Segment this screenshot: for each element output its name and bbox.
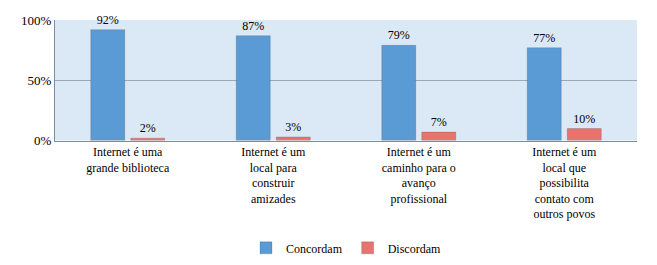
svg-text:2%: 2%	[140, 121, 156, 135]
svg-text:0%: 0%	[34, 133, 52, 148]
svg-text:10%: 10%	[573, 112, 595, 126]
svg-text:50%: 50%	[28, 73, 52, 88]
svg-text:Internet é umcaminho para oava: Internet é umcaminho para oavançoprofiss…	[382, 145, 456, 206]
svg-text:87%: 87%	[242, 19, 264, 33]
svg-text:Concordam: Concordam	[286, 242, 343, 256]
svg-text:Internet é umlocal quepossibil: Internet é umlocal quepossibilitacontato…	[532, 145, 597, 221]
svg-text:Discordam: Discordam	[388, 242, 441, 256]
svg-text:77%: 77%	[533, 31, 555, 45]
svg-text:7%: 7%	[431, 115, 447, 129]
svg-text:3%: 3%	[285, 120, 301, 134]
svg-text:92%: 92%	[97, 13, 119, 27]
svg-text:Internet é umagrande bibliotec: Internet é umagrande biblioteca	[86, 145, 170, 175]
svg-text:100%: 100%	[21, 13, 52, 28]
svg-text:79%: 79%	[388, 28, 410, 42]
svg-text:Internet é umlocal paraconstru: Internet é umlocal paraconstruiramizades	[241, 145, 306, 206]
